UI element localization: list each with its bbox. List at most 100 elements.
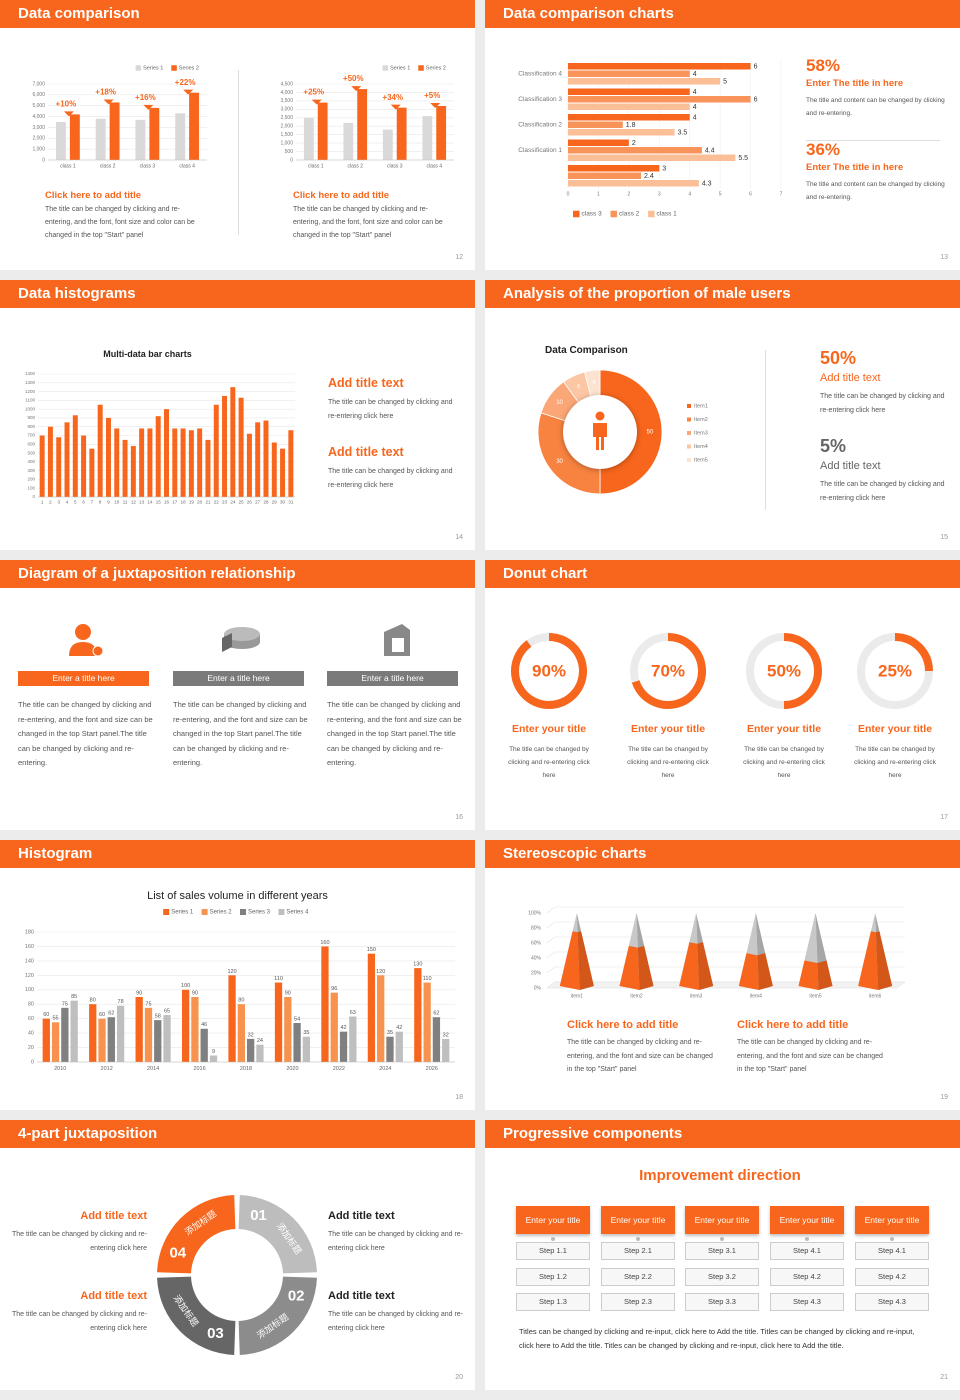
x-tick-label: class 3 [387,163,403,169]
pyramid-fill [637,945,654,990]
page-number: 15 [940,534,948,541]
item-body: The title can be changed by clicking and… [627,746,709,779]
bar [568,114,690,121]
item-body: The title can be changed by clicking and… [11,1231,147,1252]
step-box: Step 4.3 [770,1293,844,1311]
x-tick-label: 6 [82,500,85,505]
bar [568,180,699,187]
pyramid-fill [679,942,700,990]
slide: Histogram 18 List of sales volume in diffe… [0,840,475,1110]
bar [47,426,53,497]
page-number: 18 [455,1094,463,1101]
page-number: 16 [455,814,463,821]
x-tick-label: 9 [107,500,110,505]
data-label: 35 [387,1030,393,1036]
stat-body: The title and content can be changed by … [806,97,945,117]
page-number: 17 [940,814,948,821]
y-tick-label: 3,500 [280,98,293,104]
segment-number: 04 [169,1244,186,1261]
legend-label: Series 1 [390,65,410,71]
segment-number: 02 [288,1288,305,1305]
stat-value: 36% [806,140,841,159]
data-label: 110 [274,976,283,982]
column-title: Enter your title [601,1206,675,1234]
caption-heading: Click here to add title [737,1019,849,1031]
step-box: Step 1.3 [516,1293,590,1311]
bar [568,88,690,95]
y-tick-label: 800 [27,424,35,429]
slide-header: Analysis of the proportion of male users [485,280,960,308]
chart: 0 1,000 2,000 3,000 4,000 5,000 6,000 7,000 clas… [32,65,207,169]
x-tick-label: 0 [567,191,570,197]
bar [228,975,236,1062]
bar [175,113,186,160]
y-tick-label: 0% [534,985,542,991]
y-tick-label: 7,000 [32,81,45,87]
pyramid-fill [757,953,773,990]
item-body: The title can be changed by clicking and… [508,746,590,779]
x-tick-label: 4 [66,500,69,505]
legend-swatch [687,444,691,449]
y-tick-label: 600 [27,441,35,446]
bar [432,1017,441,1062]
bar [209,1055,218,1062]
pyramid-fill [738,953,759,990]
x-tick-label: 1 [41,500,44,505]
step-box: Step 3.1 [685,1242,759,1260]
slide: Data histograms 14 Multi-data bar charts 0 1… [0,280,475,550]
slide: Donut chart 17 90% Enter your title The titl… [485,560,960,830]
stat-heading: Add title text [820,372,881,384]
bar [246,433,252,497]
step-box: Step 3.3 [685,1293,759,1311]
bar [237,1004,245,1062]
bar [69,114,80,160]
annotation: +5% [424,91,440,100]
y-tick-label: 500 [285,149,294,155]
x-tick-label: 6 [749,191,752,197]
y-tick-label: 1100 [25,398,35,403]
legend-label: Item5 [694,457,708,463]
bar [382,129,393,160]
item-body: The title can be changed by clicking and… [743,746,825,779]
x-tick-label: class 2 [100,163,116,169]
item-body: The title can be changed by clicking and… [11,1311,147,1332]
y-tick-label: 80% [531,925,542,931]
page-number: 20 [455,1374,463,1381]
bar [89,1004,97,1062]
bar [61,1007,69,1062]
chart: 0% 20% 40% 60% 80% 100% item1 item2 item3 item4 it… [528,906,906,999]
segment-number: 03 [207,1325,224,1342]
bar [568,63,751,70]
y-tick-label: 2,000 [280,124,293,130]
x-tick-label: 27 [255,500,261,505]
page-number: 19 [940,1094,948,1101]
y-tick-label: 4,000 [280,90,293,96]
data-label: 4 [592,380,596,386]
data-label: 24 [257,1038,263,1044]
data-label: 3.5 [678,129,688,136]
y-tick-label: 1200 [25,389,36,394]
column-title: Enter your title [685,1206,759,1234]
connector [720,1237,724,1241]
data-label: 30 [556,459,563,465]
bar [135,119,146,160]
bar [147,428,153,497]
slide: 4-part juxtaposition 20 01 添加标题 02 添加标题 03 添加标题… [0,1120,475,1390]
bar [70,1000,78,1062]
stat-heading: Enter The title in here [806,78,904,89]
pyramid-fill [559,931,580,990]
x-tick-label: 14 [147,500,153,505]
x-tick-label: 28 [263,500,269,505]
legend-swatch [687,431,691,435]
annotation-arrow [351,86,362,92]
data-label: 60 [43,1012,49,1018]
chart: 0 100 200 300 400 500 600 700 800 900 1000 1100 1200… [25,371,295,505]
legend-swatch [687,417,691,422]
category-label: Classification 4 [518,71,562,78]
bar [436,105,447,160]
column-title: Enter your title [855,1206,929,1234]
data-label: 110 [423,976,432,982]
x-tick-label: 8 [99,500,102,505]
ring-arc [631,633,706,709]
